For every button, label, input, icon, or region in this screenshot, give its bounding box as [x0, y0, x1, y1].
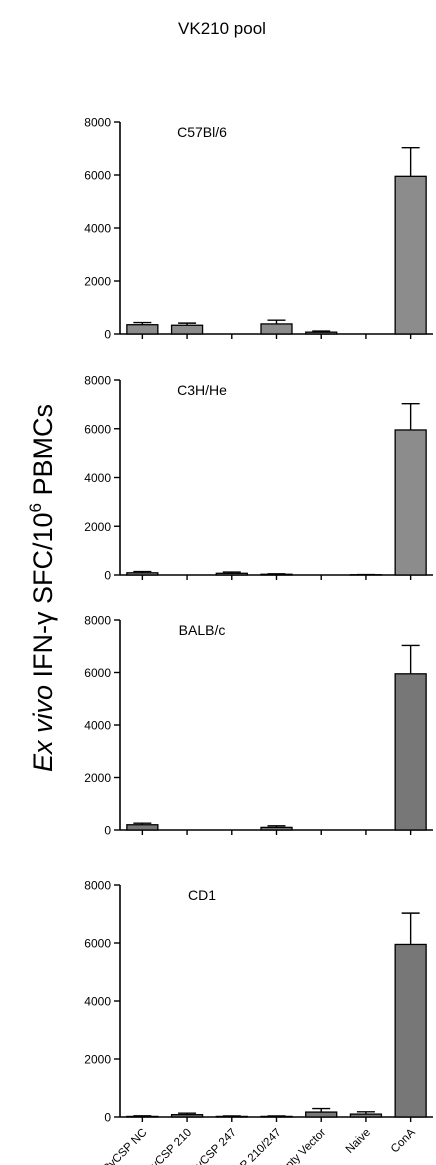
- panel-title: C3H/He: [177, 382, 227, 398]
- chart-panels: C57Bl/6 0 2000 4000 6000 8000 C3H/He 0 2000 4000 6…: [84, 116, 433, 1165]
- y-axis-label-superscript: 6: [26, 503, 45, 512]
- y-axis-label: Ex vivo IFN-γ SFC/106 PBMCs: [26, 404, 58, 772]
- y-tick-label: 4000: [84, 222, 111, 236]
- y-tick-label: 6000: [84, 937, 111, 951]
- bar: [394, 175, 427, 335]
- y-tick-label: 2000: [84, 771, 111, 785]
- x-tick-label: Naive: [344, 1127, 373, 1156]
- y-tick-label: 2000: [84, 520, 111, 534]
- y-tick-label: 4000: [84, 995, 111, 1009]
- bar: [394, 943, 427, 1118]
- y-tick-label: 6000: [84, 422, 111, 436]
- y-tick-label: 2000: [84, 275, 111, 289]
- y-tick-label: 4000: [84, 471, 111, 485]
- panel-2: C3H/He 0 2000 4000 6000 8000: [84, 374, 433, 583]
- panel-1: C57Bl/6 0 2000 4000 6000 8000: [84, 116, 433, 342]
- y-tick-label: 8000: [84, 374, 111, 388]
- bar: [170, 1114, 204, 1118]
- y-tick-label: 4000: [84, 719, 111, 733]
- figure-title: VK210 pool: [178, 19, 266, 38]
- panel-title: CD1: [188, 887, 216, 903]
- bar: [305, 1111, 338, 1118]
- bar: [215, 572, 248, 576]
- panel-title: C57Bl/6: [177, 124, 227, 140]
- y-axis-label-main: IFN-γ SFC/10: [28, 512, 58, 685]
- y-axis-label-suffix: PBMCs: [28, 404, 58, 503]
- y-tick-label: 6000: [84, 169, 111, 183]
- y-tick-label: 6000: [84, 666, 111, 680]
- bar: [260, 826, 293, 831]
- panel-title: BALB/c: [179, 622, 226, 638]
- y-tick-label: 8000: [84, 614, 111, 628]
- x-tick-label: PvCSP 247: [189, 1127, 239, 1165]
- bar: [126, 324, 159, 335]
- bar: [126, 824, 159, 831]
- bar: [260, 323, 293, 335]
- y-tick-label: 0: [104, 1111, 111, 1125]
- x-tick-label: PvCSP 210: [144, 1127, 194, 1165]
- bar: [305, 331, 338, 335]
- y-tick-label: 8000: [84, 116, 111, 130]
- y-tick-label: 8000: [84, 879, 111, 893]
- x-tick-label: ConA: [389, 1126, 418, 1155]
- y-tick-label: 0: [104, 328, 111, 342]
- bar: [394, 429, 427, 576]
- panel-3: BALB/c 0 2000 4000 6000 8000: [84, 614, 433, 838]
- y-tick-label: 0: [104, 569, 111, 583]
- bar: [394, 673, 427, 831]
- y-tick-label: 2000: [84, 1053, 111, 1067]
- x-tick-label: PvCSP NC: [101, 1127, 150, 1165]
- bar: [349, 1113, 383, 1118]
- y-tick-label: 0: [104, 824, 111, 838]
- bar: [126, 572, 159, 576]
- bar: [170, 324, 204, 335]
- y-axis-label-italic: Ex vivo: [28, 685, 58, 772]
